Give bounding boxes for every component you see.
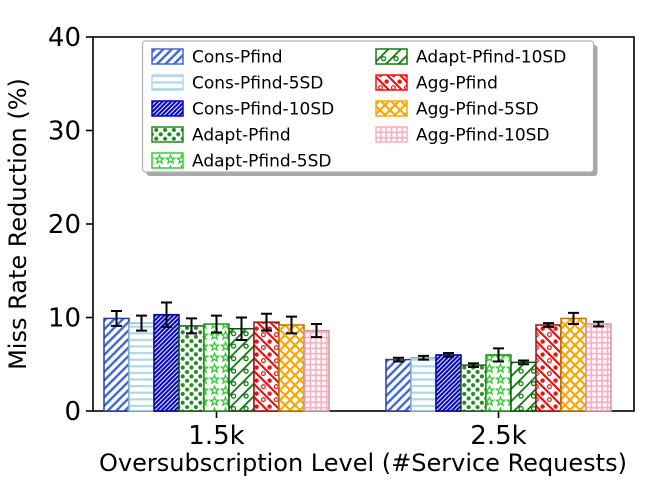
error-bar-Cons-Pfind-5SD-2.5k [418,354,429,361]
bar-Agg-Pfind-1.5k [253,321,280,412]
bar-Cons-Pfind-2.5k [385,358,412,412]
legend-swatch-Adapt-Pfind-5SD [151,152,184,169]
axes: 0 10 20 30 40 1.5k 2.5k [48,23,635,451]
legend-swatch-Adapt-Pfind [151,126,184,143]
legend-swatch-Agg-Pfind [375,74,408,91]
x-axis-label: Oversubscription Level (#Service Request… [99,449,627,477]
error-bar-Adapt-Pfind-10SD-1.5k [236,316,247,341]
y-tick-label: 40 [48,23,81,53]
error-bar-Agg-Pfind-1.5k [261,312,272,332]
bar-Adapt-Pfind-1.5k [178,325,205,412]
y-tick-label: 30 [48,117,81,147]
y-tick-label: 0 [64,397,81,427]
legend-swatch-Cons-Pfind [151,48,184,65]
bar-Agg-Pfind-5SD-1.5k [278,324,305,412]
y-axis-label: Miss Rate Reduction (%) [4,78,32,370]
error-bar-Agg-Pfind-10SD-1.5k [311,323,322,339]
error-bar-Adapt-Pfind-10SD-2.5k [518,359,529,366]
error-bar-Agg-Pfind-10SD-2.5k [593,320,604,328]
error-bar-Adapt-Pfind-5SD-2.5k [493,347,504,363]
error-bar-Agg-Pfind-5SD-1.5k [286,315,297,335]
legend-swatch-Cons-Pfind-10SD [151,100,184,117]
bar-Agg-Pfind-2.5k [535,324,562,412]
legend-label-Cons-Pfind-10SD: Cons-Pfind-10SD [192,100,334,120]
error-bar-Cons-Pfind-10SD-1.5k [161,301,172,328]
error-bar-Cons-Pfind-2.5k [393,356,404,363]
bar-Cons-Pfind-10SD-1.5k [153,313,180,412]
bar-Adapt-Pfind-5SD-1.5k [203,323,230,412]
legend-box [141,40,595,173]
y-tick-label: 20 [48,210,81,240]
error-bar-Agg-Pfind-5SD-2.5k [568,311,579,326]
legend-label-Adapt-Pfind-10SD: Adapt-Pfind-10SD [416,48,566,68]
x-tick-label: 1.5k [188,421,244,451]
bar-Adapt-Pfind-10SD-1.5k [228,327,255,412]
bar-Cons-Pfind-1.5k [103,317,130,412]
error-bar-Adapt-Pfind-2.5k [468,362,479,369]
y-tick-label: 10 [48,304,81,334]
legend: Cons-Pfind Cons-Pfind-5SD Cons-Pfind-10SD A… [141,40,598,176]
bar-Cons-Pfind-5SD-2.5k [410,356,437,412]
bar-Agg-Pfind-5SD-2.5k [560,317,587,412]
legend-label-Adapt-Pfind-5SD: Adapt-Pfind-5SD [192,152,332,172]
legend-label-Cons-Pfind: Cons-Pfind [192,48,283,68]
bar-Cons-Pfind-5SD-1.5k [128,322,155,412]
bar-Agg-Pfind-10SD-2.5k [585,323,612,412]
bar-Adapt-Pfind-2.5k [460,364,487,412]
bars [103,313,612,412]
error-bar-Cons-Pfind-5SD-1.5k [136,314,147,332]
legend-swatch-Agg-Pfind-10SD [375,126,408,143]
bar-Adapt-Pfind-10SD-2.5k [510,361,537,412]
legend-label-Agg-Pfind-5SD: Agg-Pfind-5SD [416,100,539,120]
bar-Agg-Pfind-10SD-1.5k [303,329,330,412]
legend-label-Adapt-Pfind: Adapt-Pfind [192,126,291,146]
legend-label-Agg-Pfind-10SD: Agg-Pfind-10SD [416,126,550,146]
bar-Adapt-Pfind-5SD-2.5k [485,354,512,412]
bar-Cons-Pfind-10SD-2.5k [435,354,462,412]
legend-swatch-Cons-Pfind-5SD [151,74,184,91]
error-bar-Cons-Pfind-1.5k [111,309,122,327]
legend-swatch-Agg-Pfind-5SD [375,100,408,117]
error-bars [111,301,604,369]
error-bar-Agg-Pfind-2.5k [543,322,554,328]
legend-label-Cons-Pfind-5SD: Cons-Pfind-5SD [192,74,323,94]
legend-swatch-Adapt-Pfind-10SD [375,48,408,65]
error-bar-Adapt-Pfind-1.5k [186,317,197,335]
error-bar-Adapt-Pfind-5SD-1.5k [211,314,222,334]
error-bar-Cons-Pfind-10SD-2.5k [443,352,454,358]
legend-label-Agg-Pfind: Agg-Pfind [416,74,498,94]
x-tick-label: 2.5k [470,421,526,451]
